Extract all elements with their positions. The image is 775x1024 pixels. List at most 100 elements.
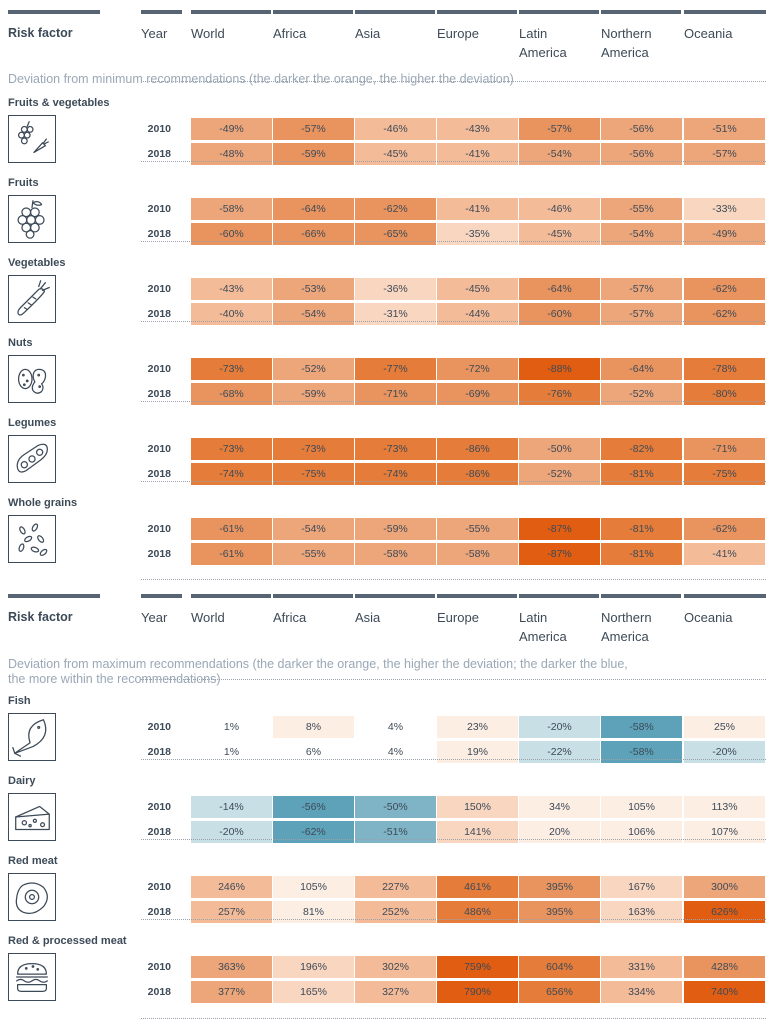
data-cell: -58% <box>601 716 682 738</box>
header-region: Africa <box>273 610 307 625</box>
data-cell: -45% <box>437 278 518 300</box>
whole-grains-icon-drawing <box>18 523 48 556</box>
data-cell: 25% <box>684 716 765 738</box>
data-cell: -49% <box>684 223 765 245</box>
data-cell: 300% <box>684 876 765 898</box>
data-cell: -40% <box>191 303 272 325</box>
year-label: 2018 <box>147 986 171 998</box>
data-cell: 331% <box>601 956 682 978</box>
header-rule <box>601 594 681 598</box>
data-cell: -54% <box>519 143 600 165</box>
data-cell: 252% <box>355 901 436 923</box>
legumes-icon <box>8 435 56 483</box>
fish-icon <box>8 713 56 761</box>
data-cell: -87% <box>519 518 600 540</box>
header-region: Africa <box>273 26 307 41</box>
header-region: Oceania <box>684 26 733 41</box>
data-cell: -20% <box>519 716 600 738</box>
burger-icon <box>8 953 56 1001</box>
data-cell: -74% <box>355 463 436 485</box>
year-label: 2010 <box>147 443 171 455</box>
data-cell: -59% <box>273 383 354 405</box>
data-cell: 4% <box>387 746 404 758</box>
nuts-icon <box>8 355 56 403</box>
data-cell: -48% <box>191 143 272 165</box>
header-rule <box>437 10 517 14</box>
data-cell: -58% <box>191 198 272 220</box>
risk-factor-label: Vegetables <box>8 257 66 269</box>
data-cell: 461% <box>437 876 518 898</box>
burger-icon-drawing <box>16 962 48 992</box>
data-cell: -57% <box>601 303 682 325</box>
data-cell: -66% <box>273 223 354 245</box>
row-separator <box>141 919 766 920</box>
header-region: Europe <box>437 610 479 625</box>
data-cell: 327% <box>355 981 436 1003</box>
section-subtitle: Deviation from maximum recommendations (… <box>8 657 628 686</box>
header-region: Latin America <box>519 26 567 60</box>
data-cell: -43% <box>437 118 518 140</box>
data-cell: 257% <box>191 901 272 923</box>
risk-factor-label: Whole grains <box>8 497 78 509</box>
year-label: 2010 <box>147 721 171 733</box>
year-label: 2018 <box>147 906 171 918</box>
data-cell: 302% <box>355 956 436 978</box>
fruits-icon <box>8 195 56 243</box>
row-separator <box>141 241 766 242</box>
data-cell: -14% <box>191 796 272 818</box>
data-cell: -52% <box>273 358 354 380</box>
data-cell: -51% <box>684 118 765 140</box>
data-cell: -61% <box>191 543 272 565</box>
row-separator <box>141 679 766 680</box>
data-cell: 334% <box>601 981 682 1003</box>
data-cell: -62% <box>355 198 436 220</box>
data-cell: -73% <box>355 438 436 460</box>
data-cell: -20% <box>191 821 272 843</box>
data-cell: -50% <box>355 796 436 818</box>
header-rule <box>191 10 271 14</box>
data-cell: -46% <box>355 118 436 140</box>
header-rule <box>519 594 599 598</box>
data-cell: 656% <box>519 981 600 1003</box>
carrot-icon-drawing <box>17 280 50 316</box>
risk-factor-label: Fruits & vegetables <box>8 97 110 109</box>
data-cell: -41% <box>437 198 518 220</box>
data-cell: -62% <box>684 518 765 540</box>
year-label: 2018 <box>147 826 171 838</box>
data-cell: -81% <box>601 463 682 485</box>
data-cell: -50% <box>519 438 600 460</box>
data-cell: -45% <box>355 143 436 165</box>
data-cell: -73% <box>191 438 272 460</box>
whole-grains-icon <box>8 515 56 563</box>
data-cell: 163% <box>601 901 682 923</box>
data-cell: -86% <box>437 463 518 485</box>
data-cell: 81% <box>273 901 354 923</box>
header-risk-factor: Risk factor <box>8 26 73 40</box>
header-region: World <box>191 26 225 41</box>
year-label: 2010 <box>147 961 171 973</box>
data-cell: 1% <box>223 721 240 733</box>
year-label: 2010 <box>147 801 171 813</box>
data-cell: -52% <box>519 463 600 485</box>
risk-factor-label: Fruits <box>8 177 39 189</box>
header-rule <box>8 594 100 598</box>
data-cell: -56% <box>601 118 682 140</box>
data-cell: 107% <box>684 821 765 843</box>
data-cell: 759% <box>437 956 518 978</box>
year-label: 2018 <box>147 308 171 320</box>
data-cell: -75% <box>273 463 354 485</box>
header-region: World <box>191 610 225 625</box>
year-label: 2010 <box>147 203 171 215</box>
data-cell: 1% <box>223 746 240 758</box>
data-cell: -55% <box>601 198 682 220</box>
data-cell: -82% <box>601 438 682 460</box>
data-cell: -53% <box>273 278 354 300</box>
fish-icon-drawing <box>12 719 47 757</box>
header-rule <box>273 10 353 14</box>
data-cell: 486% <box>437 901 518 923</box>
data-cell: -59% <box>273 143 354 165</box>
data-cell: -36% <box>355 278 436 300</box>
data-cell: 227% <box>355 876 436 898</box>
data-cell: -54% <box>601 223 682 245</box>
data-cell: 395% <box>519 901 600 923</box>
